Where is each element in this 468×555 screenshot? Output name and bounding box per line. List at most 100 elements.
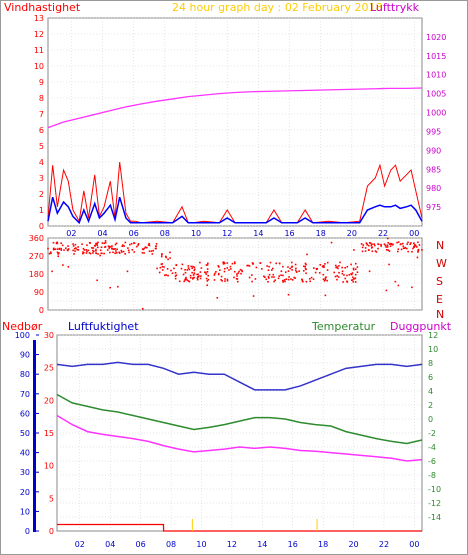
direction-point bbox=[109, 286, 111, 289]
direction-point bbox=[108, 245, 111, 248]
direction-point bbox=[144, 246, 147, 248]
humidity-y-tick-label: 70 bbox=[20, 390, 30, 399]
direction-point bbox=[352, 281, 355, 283]
direction-point bbox=[251, 262, 254, 264]
direction-point bbox=[388, 243, 391, 245]
wind-x-tick-label: 08 bbox=[160, 229, 170, 238]
direction-point bbox=[96, 242, 98, 245]
direction-point bbox=[167, 258, 169, 261]
direction-point bbox=[377, 247, 379, 250]
direction-point bbox=[186, 279, 188, 281]
direction-point bbox=[352, 268, 355, 271]
direction-point bbox=[315, 267, 318, 270]
direction-point bbox=[409, 243, 411, 246]
direction-point bbox=[60, 242, 62, 245]
direction-point bbox=[91, 247, 93, 249]
direction-point bbox=[375, 251, 378, 253]
wind-y-tick-label: 5 bbox=[39, 142, 44, 151]
direction-point bbox=[400, 248, 403, 251]
direction-point bbox=[76, 248, 79, 251]
direction-point bbox=[226, 278, 229, 281]
rain-y-tick-label: 30 bbox=[44, 331, 54, 340]
direction-point bbox=[275, 262, 277, 265]
direction-point bbox=[251, 274, 253, 276]
direction-point bbox=[131, 248, 134, 251]
direction-point bbox=[95, 252, 98, 255]
direction-point bbox=[170, 269, 172, 272]
direction-point bbox=[391, 244, 394, 246]
direction-point bbox=[403, 247, 406, 249]
direction-point bbox=[108, 247, 110, 249]
direction-point bbox=[82, 252, 84, 255]
direction-point bbox=[166, 268, 169, 270]
direction-point bbox=[86, 244, 88, 246]
direction-point bbox=[193, 266, 196, 269]
direction-point bbox=[72, 243, 74, 245]
direction-point bbox=[356, 271, 359, 273]
direction-point bbox=[64, 247, 67, 249]
direction-point bbox=[386, 246, 389, 248]
humidity-y-tick-label: 10 bbox=[20, 507, 30, 516]
direction-point bbox=[73, 253, 75, 255]
direction-point bbox=[120, 249, 123, 252]
direction-point bbox=[350, 279, 353, 281]
direction-point bbox=[346, 281, 349, 283]
direction-point bbox=[402, 247, 405, 250]
direction-point bbox=[364, 250, 367, 252]
wind-x-tick-label: 16 bbox=[284, 229, 294, 238]
direction-point bbox=[301, 278, 303, 281]
direction-point bbox=[191, 267, 194, 270]
direction-point bbox=[248, 265, 251, 267]
compass-label-e: E bbox=[436, 293, 443, 306]
direction-point bbox=[364, 247, 367, 249]
direction-point bbox=[295, 267, 297, 270]
direction-point bbox=[335, 266, 337, 269]
direction-point bbox=[92, 249, 94, 252]
direction-point bbox=[181, 263, 184, 266]
direction-point bbox=[165, 274, 168, 276]
temperature-y-tick-label: -4 bbox=[428, 443, 436, 452]
direction-point bbox=[338, 265, 340, 267]
direction-point bbox=[354, 268, 357, 270]
direction-point bbox=[160, 263, 163, 266]
direction-point bbox=[273, 276, 275, 278]
wind-y-tick-label: 7 bbox=[39, 110, 44, 119]
direction-point bbox=[165, 256, 167, 259]
direction-point bbox=[387, 241, 390, 244]
direction-point bbox=[148, 244, 151, 247]
direction-point bbox=[101, 242, 104, 244]
direction-point bbox=[206, 284, 208, 287]
direction-point bbox=[127, 249, 130, 252]
direction-y-tick-label: 360 bbox=[29, 234, 44, 243]
direction-point bbox=[100, 252, 103, 255]
direction-point bbox=[83, 249, 86, 251]
direction-point bbox=[362, 244, 365, 246]
rain-y-tick-label: 10 bbox=[44, 462, 54, 471]
direction-point bbox=[116, 248, 118, 251]
direction-point bbox=[313, 267, 315, 269]
temperature-y-tick-label: 0 bbox=[428, 415, 433, 424]
direction-point bbox=[390, 243, 393, 245]
direction-point bbox=[114, 252, 116, 255]
direction-point bbox=[333, 271, 336, 274]
direction-point bbox=[241, 270, 244, 273]
direction-point bbox=[354, 273, 357, 276]
direction-point bbox=[151, 253, 154, 255]
rain-y-tick-label: 0 bbox=[49, 527, 54, 536]
pressure-y-tick-label: 980 bbox=[426, 184, 441, 193]
direction-point bbox=[217, 272, 220, 275]
direction-point bbox=[205, 277, 208, 280]
wind-y-tick-label: 0 bbox=[39, 222, 44, 231]
climate-x-tick-label: 06 bbox=[136, 540, 146, 549]
direction-point bbox=[161, 265, 164, 268]
direction-point bbox=[368, 241, 371, 244]
direction-point bbox=[158, 271, 161, 274]
direction-point bbox=[143, 252, 145, 254]
direction-point bbox=[99, 249, 102, 252]
direction-point bbox=[92, 250, 95, 253]
direction-point bbox=[373, 243, 375, 245]
direction-point bbox=[267, 269, 270, 272]
direction-point bbox=[180, 267, 183, 270]
direction-point bbox=[133, 242, 135, 244]
direction-point bbox=[228, 269, 230, 271]
